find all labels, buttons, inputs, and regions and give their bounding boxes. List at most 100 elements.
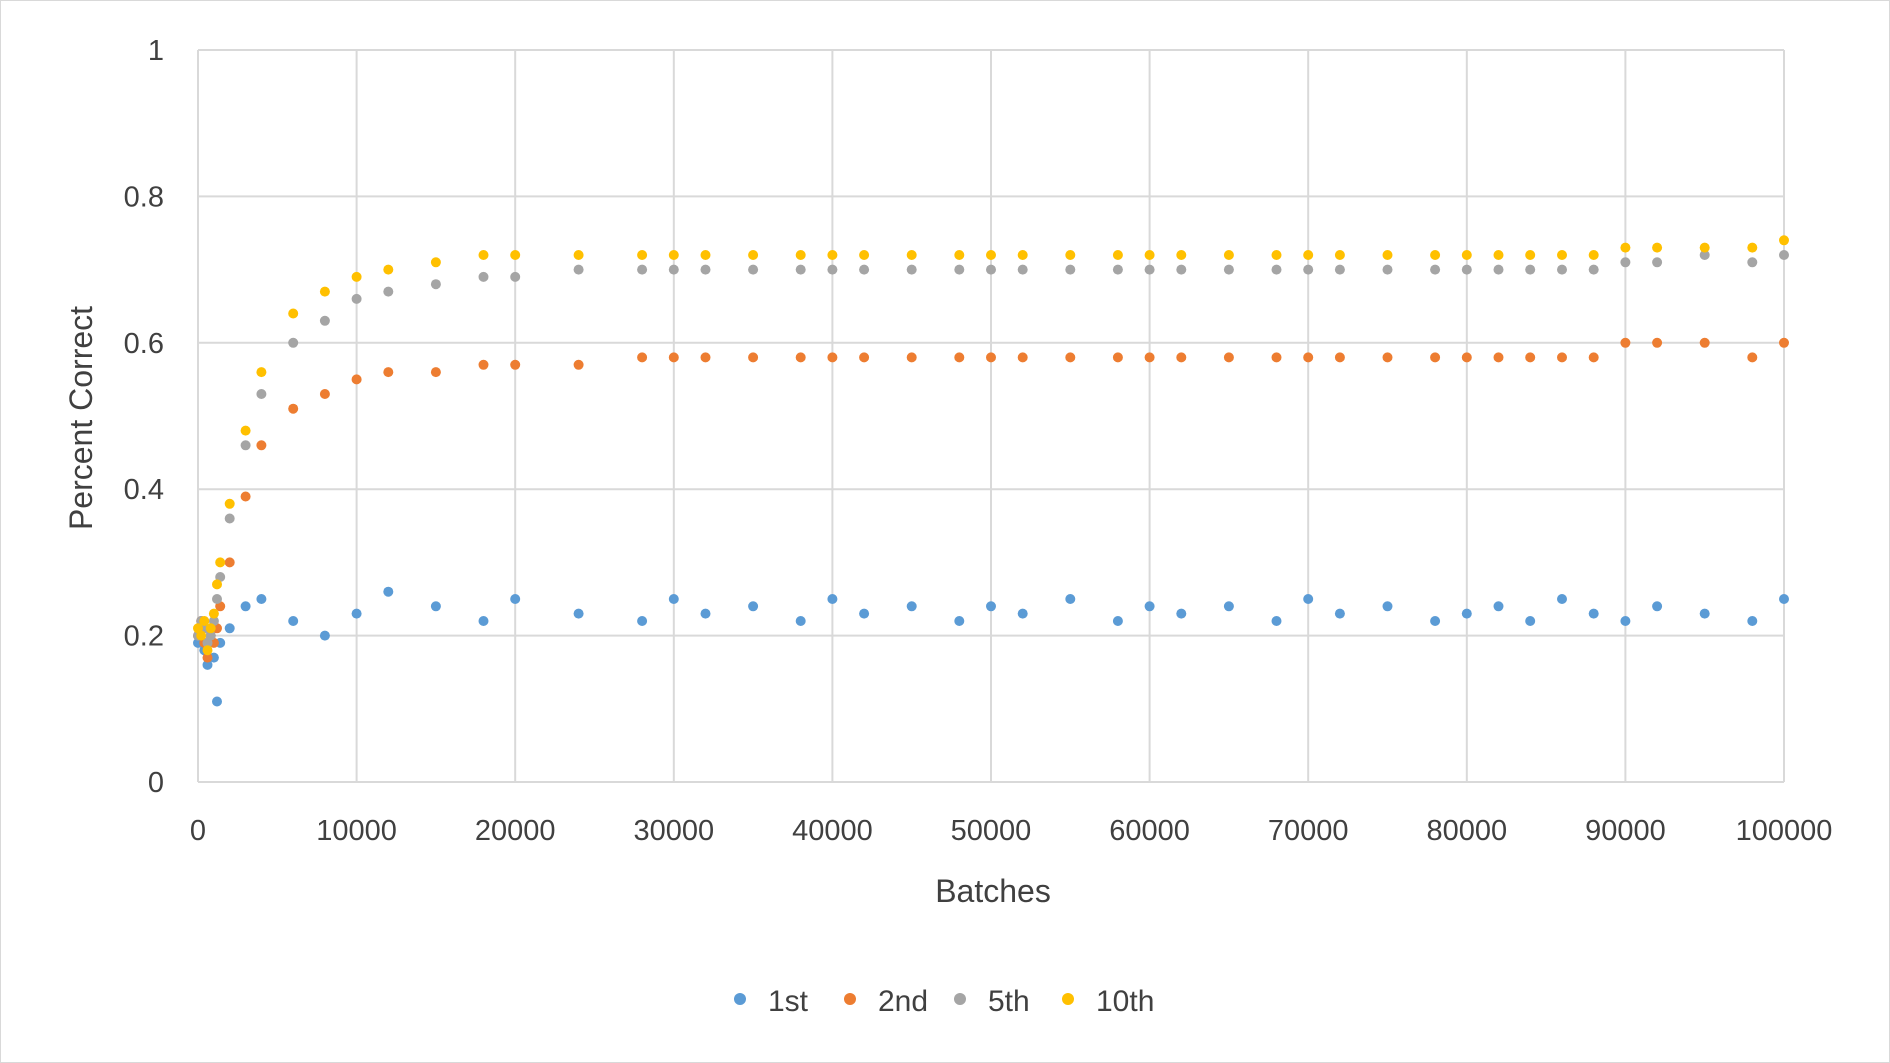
data-point-2nd [256, 440, 267, 451]
data-point-1st [1588, 608, 1599, 619]
data-point-5th [637, 264, 648, 275]
data-point-5th [1557, 264, 1567, 275]
legend-marker [734, 993, 746, 1005]
data-point-5th [1223, 264, 1234, 275]
data-point-5th [986, 264, 996, 275]
legend-marker [844, 993, 856, 1005]
data-point-1st [827, 594, 838, 604]
data-point-2nd [637, 352, 648, 363]
legend-marker [1062, 993, 1074, 1005]
data-point-2nd [827, 352, 838, 363]
data-point-1st [430, 601, 441, 612]
data-point-5th [1620, 257, 1631, 268]
data-point-1st [906, 601, 917, 612]
data-point-10th [1303, 250, 1314, 260]
data-point-5th [795, 264, 806, 275]
y-axis-title: Percent Correct [63, 306, 99, 530]
y-tick-label: 0.8 [124, 181, 164, 213]
data-point-2nd [202, 652, 213, 663]
data-point-10th [510, 250, 521, 260]
series-2nd [193, 337, 1789, 663]
data-point-2nd [1303, 352, 1314, 363]
data-point-2nd [1652, 337, 1663, 348]
data-point-10th [199, 616, 210, 626]
data-point-1st [288, 616, 299, 626]
data-point-10th [827, 250, 838, 260]
data-point-2nd [1747, 352, 1758, 363]
y-tick-label: 0.4 [124, 474, 164, 506]
data-point-10th [1747, 242, 1758, 253]
data-point-2nd [906, 352, 917, 363]
x-tick-label: 30000 [633, 815, 714, 847]
data-point-2nd [1176, 352, 1187, 363]
data-point-1st [510, 594, 521, 604]
data-point-5th [1493, 264, 1504, 275]
data-point-2nd [1430, 352, 1441, 363]
data-point-5th [1525, 264, 1536, 275]
data-point-2nd [288, 403, 299, 414]
data-point-10th [1176, 250, 1187, 260]
data-point-5th [224, 513, 235, 524]
data-point-10th [240, 425, 251, 436]
data-point-5th [1588, 264, 1599, 275]
data-point-10th [1652, 242, 1663, 253]
legend-label: 2nd [878, 985, 928, 1018]
data-point-10th [1271, 250, 1282, 260]
data-point-2nd [1461, 352, 1472, 363]
data-point-10th [573, 250, 584, 260]
data-point-10th [1699, 242, 1710, 253]
data-point-10th [1493, 250, 1504, 260]
data-point-10th [954, 250, 965, 260]
data-point-1st [1461, 608, 1472, 619]
data-point-1st [224, 623, 235, 634]
data-point-10th [256, 367, 267, 378]
data-point-5th [288, 337, 299, 348]
data-point-5th [1652, 257, 1663, 268]
legend-item-5th: 5th [954, 985, 1030, 1018]
data-point-10th [1017, 250, 1028, 260]
data-point-5th [1303, 264, 1314, 275]
data-point-1st [478, 616, 489, 626]
data-point-2nd [430, 367, 441, 378]
y-tick-label: 0.6 [124, 328, 164, 360]
data-point-5th [212, 594, 222, 604]
data-point-1st [1493, 601, 1504, 612]
data-point-5th [510, 271, 521, 282]
data-point-1st [1430, 616, 1441, 626]
legend-marker [954, 993, 966, 1005]
data-point-2nd [1588, 352, 1599, 363]
legend-label: 10th [1096, 985, 1154, 1018]
data-point-10th [1525, 250, 1536, 260]
data-point-2nd [1334, 352, 1345, 363]
data-point-5th [954, 264, 965, 275]
data-point-10th [196, 630, 207, 641]
data-point-2nd [573, 359, 584, 370]
data-point-2nd [795, 352, 806, 363]
y-tick-label: 1 [148, 35, 164, 67]
data-point-10th [478, 250, 489, 260]
x-tick-label: 20000 [475, 815, 556, 847]
data-point-10th [224, 498, 235, 509]
data-point-5th [351, 293, 362, 304]
x-tick-label: 60000 [1109, 815, 1190, 847]
data-point-1st [351, 608, 362, 619]
data-point-10th [700, 250, 711, 260]
data-point-10th [1223, 250, 1234, 260]
data-point-2nd [1017, 352, 1028, 363]
data-point-5th [430, 279, 441, 290]
x-tick-label: 100000 [1736, 815, 1833, 847]
data-point-10th [986, 250, 996, 260]
y-tick-label: 0 [148, 767, 164, 799]
data-point-2nd [1271, 352, 1282, 363]
data-point-5th [383, 286, 394, 297]
x-tick-label: 10000 [316, 815, 397, 847]
data-point-2nd [383, 367, 394, 378]
data-point-5th [748, 264, 759, 275]
legend-label: 5th [988, 985, 1030, 1018]
data-point-10th [1557, 250, 1567, 260]
data-point-10th [906, 250, 917, 260]
data-point-1st [1176, 608, 1187, 619]
data-point-5th [1747, 257, 1758, 268]
data-point-10th [215, 557, 226, 568]
